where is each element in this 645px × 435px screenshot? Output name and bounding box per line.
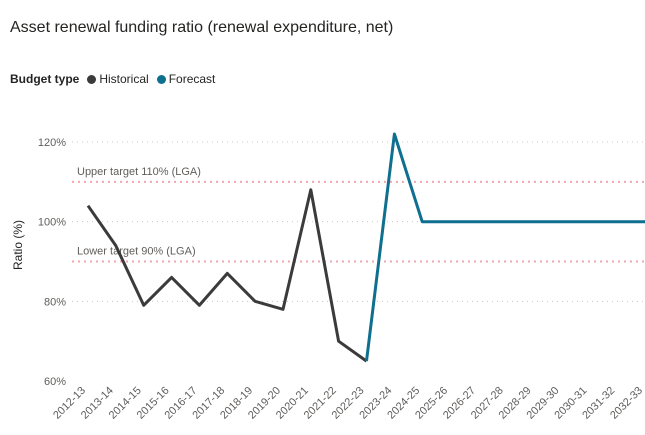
y-tick-label: 120% (38, 137, 66, 149)
y-axis: 60% 80% 100% 120% (38, 137, 66, 388)
y-tick-label: 60% (44, 376, 66, 388)
legend-label-historical: Historical (99, 72, 149, 86)
upper-target-label: Upper target 110% (LGA) (77, 166, 201, 178)
legend-item-historical[interactable]: Historical (87, 72, 149, 86)
legend-title: Budget type (10, 72, 80, 86)
legend-label-forecast: Forecast (168, 72, 216, 86)
y-tick-label: 100% (38, 217, 66, 229)
series-lines (86, 132, 645, 363)
legend-item-forecast[interactable]: Forecast (156, 72, 216, 86)
x-axis: 2012-132013-142014-152015-162016-172017-… (51, 385, 645, 422)
gridlines (72, 141, 645, 302)
y-axis-title: Ratio (%) (11, 220, 25, 270)
legend-marker-forecast (156, 74, 166, 84)
lower-target-label: Lower target 90% (LGA) (77, 246, 196, 258)
legend: Budget type Historical Forecast (10, 72, 223, 86)
series-line-historical[interactable] (86, 188, 368, 363)
y-tick-label: 80% (44, 296, 66, 308)
series-line-forecast[interactable] (365, 132, 645, 362)
chart-title: Asset renewal funding ratio (renewal exp… (10, 19, 394, 36)
legend-marker-historical (87, 74, 97, 84)
reference-lines: Upper target 110% (LGA) Lower target 90% … (72, 166, 645, 263)
